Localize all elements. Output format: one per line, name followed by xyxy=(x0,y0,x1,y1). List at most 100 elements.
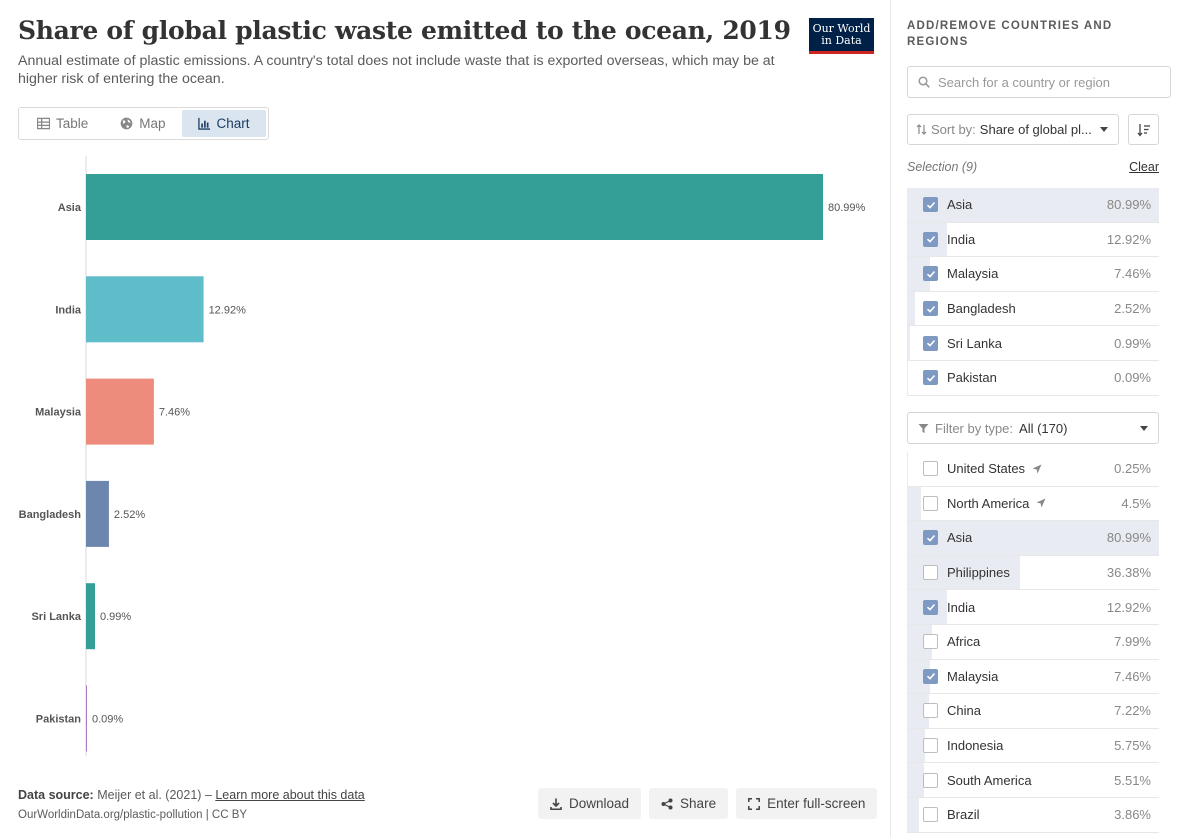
value-label-malaysia: 7.46% xyxy=(159,407,190,419)
entity-checkbox[interactable] xyxy=(923,634,938,650)
entity-name-text: South America xyxy=(947,772,1032,788)
share-bar xyxy=(907,452,908,486)
fullscreen-button[interactable]: Enter full-screen xyxy=(736,788,878,819)
entity-value: 0.99% xyxy=(1114,335,1151,351)
value-label-asia: 80.99% xyxy=(828,202,866,214)
entity-row[interactable]: India 12.92% xyxy=(907,590,1159,625)
download-button[interactable]: Download xyxy=(538,788,642,819)
table-icon xyxy=(37,117,50,130)
bar-sri-lanka[interactable] xyxy=(86,583,96,650)
entity-row[interactable]: Asia 80.99% xyxy=(907,188,1159,223)
value-label-india: 12.92% xyxy=(209,304,247,316)
search-icon xyxy=(918,76,930,88)
entity-checkbox[interactable] xyxy=(923,301,938,317)
entity-name: Sri Lanka xyxy=(947,336,1002,351)
sort-order-button[interactable] xyxy=(1128,114,1159,145)
check-icon xyxy=(926,673,935,681)
tab-table[interactable]: Table xyxy=(21,110,104,137)
entity-checkbox[interactable] xyxy=(923,807,938,823)
globe-icon xyxy=(120,117,133,130)
entity-name: China xyxy=(947,703,981,718)
search-input[interactable] xyxy=(938,74,1158,90)
entity-checkbox[interactable] xyxy=(923,530,938,546)
entity-row[interactable]: North America 4.5% xyxy=(907,486,1159,522)
entity-name: Africa xyxy=(947,634,980,649)
bar-chart: Asia 80.99% India 12.92% Malaysia 7.46% Bangla… xyxy=(19,156,866,756)
share-bar xyxy=(907,659,931,694)
entity-selector-sidebar: ADD/REMOVE COUNTRIES AND REGIONS Sort by… xyxy=(890,0,1187,837)
entity-row[interactable]: Brazil 3.86% xyxy=(907,797,1159,833)
entity-row[interactable]: Malaysia 7.46% xyxy=(907,659,1159,695)
bar-malaysia[interactable] xyxy=(86,378,154,445)
share-bar xyxy=(907,291,915,326)
owid-logo[interactable]: Our World in Data xyxy=(809,18,874,54)
entity-checkbox[interactable] xyxy=(923,370,938,386)
logo-line-2: in Data xyxy=(821,34,862,47)
tab-chart[interactable]: Chart xyxy=(181,110,266,137)
entity-value: 4.5% xyxy=(1121,495,1151,511)
source-label: Data source: xyxy=(18,788,94,802)
entity-checkbox[interactable] xyxy=(923,197,938,213)
filter-dropdown[interactable]: Filter by type: All (170) xyxy=(907,412,1159,444)
entity-checkbox[interactable] xyxy=(923,335,938,351)
entity-value: 7.46% xyxy=(1114,266,1151,282)
category-label-india: India xyxy=(55,304,82,316)
entity-row[interactable]: Asia 80.99% xyxy=(907,521,1159,556)
download-label: Download xyxy=(569,796,630,811)
entity-value: 12.92% xyxy=(1106,231,1151,247)
bar-bangladesh[interactable] xyxy=(86,480,109,547)
entity-row[interactable]: South America 5.51% xyxy=(907,763,1159,798)
entity-row[interactable]: Pakistan 0.09% xyxy=(907,360,1159,396)
entity-value: 5.75% xyxy=(1114,738,1151,754)
entity-row[interactable]: China 7.22% xyxy=(907,694,1159,729)
entity-name-text: India xyxy=(947,231,976,247)
share-button[interactable]: Share xyxy=(649,788,729,819)
sort-dropdown[interactable]: Sort by: Share of global pl... xyxy=(907,114,1119,145)
entity-name-text: Pakistan xyxy=(947,370,997,386)
entity-checkbox[interactable] xyxy=(923,772,938,788)
entity-checkbox[interactable] xyxy=(923,668,938,684)
learn-more-link[interactable]: Learn more about this data xyxy=(215,788,365,802)
search-box[interactable] xyxy=(907,66,1171,98)
sort-arrows-icon xyxy=(916,124,927,135)
filter-value: All (170) xyxy=(1019,420,1068,436)
entity-row[interactable]: Africa 7.99% xyxy=(907,624,1159,660)
selected-entities-list: Asia 80.99% India 12.92% Malaysia 7.46% Bangla… xyxy=(907,188,1159,396)
entity-name: Asia xyxy=(947,530,972,545)
entity-checkbox[interactable] xyxy=(923,266,938,282)
entity-value: 3.86% xyxy=(1114,807,1151,823)
entity-checkbox[interactable] xyxy=(923,738,938,754)
share-bar xyxy=(907,326,911,360)
entity-checkbox[interactable] xyxy=(923,599,938,615)
bar-asia[interactable] xyxy=(86,174,823,240)
bar-pakistan[interactable] xyxy=(86,685,87,752)
entity-name-text: Brazil xyxy=(947,807,980,823)
bar-india[interactable] xyxy=(86,276,204,343)
sort-descending-icon xyxy=(1136,123,1150,137)
share-bar xyxy=(907,486,921,521)
entity-row[interactable]: Malaysia 7.46% xyxy=(907,257,1159,292)
entity-checkbox[interactable] xyxy=(923,703,938,719)
clear-selection-button[interactable]: Clear xyxy=(1129,160,1159,174)
entity-checkbox[interactable] xyxy=(923,231,938,247)
source-url[interactable]: OurWorldinData.org/plastic-pollution | C… xyxy=(18,809,248,821)
main-panel: Share of global plastic waste emitted to… xyxy=(18,16,878,821)
chart-actions: Download Share Enter full-screen xyxy=(538,788,878,819)
entity-value: 7.22% xyxy=(1114,703,1151,719)
entity-row[interactable]: United States 0.25% xyxy=(907,452,1159,487)
entity-name-text: India xyxy=(947,599,976,615)
entity-name-text: Asia xyxy=(947,197,973,213)
entity-name: Asia xyxy=(947,197,972,212)
entity-row[interactable]: Sri Lanka 0.99% xyxy=(907,326,1159,361)
tab-map[interactable]: Map xyxy=(104,110,181,137)
entity-row[interactable]: Philippines 36.38% xyxy=(907,555,1159,591)
entity-checkbox[interactable] xyxy=(923,461,938,477)
entity-row[interactable]: Bangladesh 2.52% xyxy=(907,291,1159,327)
entity-row[interactable]: Indonesia 5.75% xyxy=(907,728,1159,764)
logo-line-1: Our World xyxy=(812,22,871,35)
entity-checkbox[interactable] xyxy=(923,565,938,581)
entity-checkbox[interactable] xyxy=(923,495,938,511)
entity-row[interactable]: India 12.92% xyxy=(907,222,1159,258)
entity-name-text: Philippines xyxy=(947,565,1010,581)
check-icon xyxy=(926,270,935,278)
